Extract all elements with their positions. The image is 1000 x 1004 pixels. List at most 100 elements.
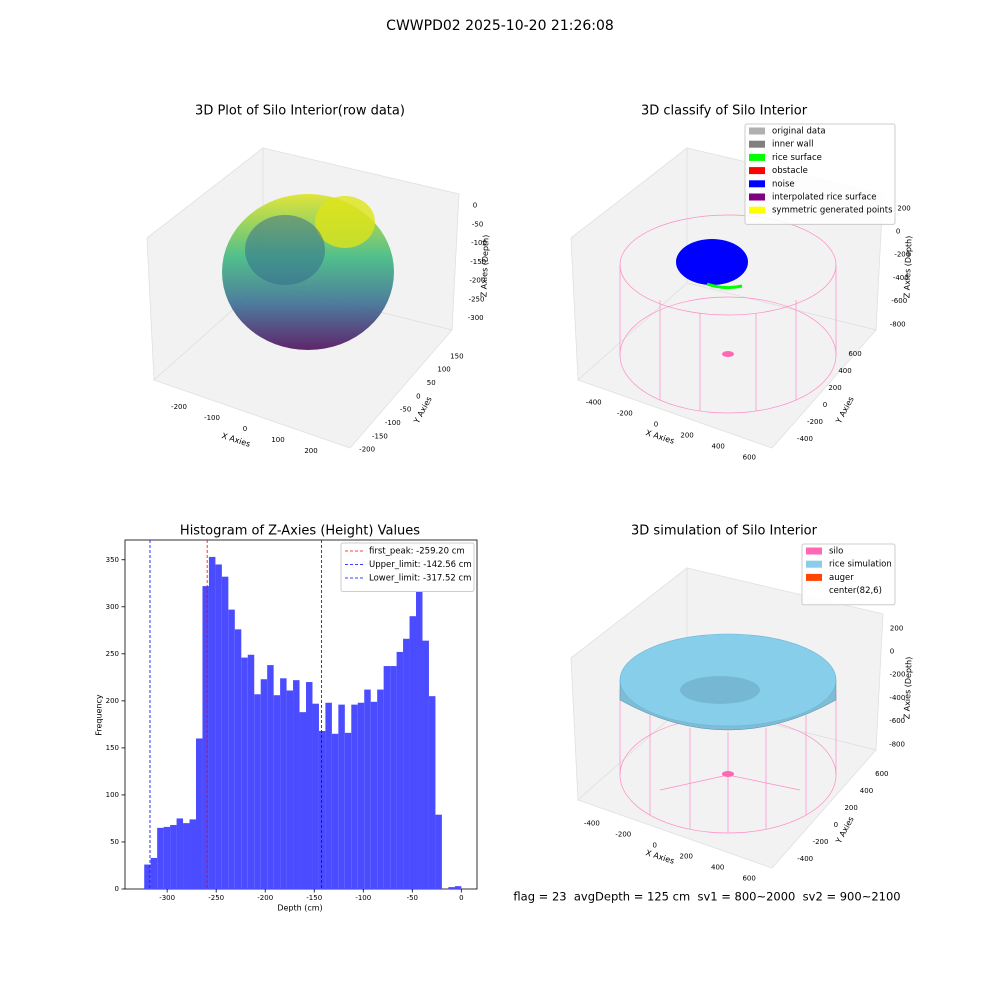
figure-title: CWWPD02 2025-10-20 21:26:08 [386, 18, 614, 34]
y-tick-label: 150 [450, 352, 463, 360]
x-tick-label: 0 [653, 842, 657, 850]
x-tick-label: -250 [208, 894, 224, 902]
bar [416, 580, 423, 889]
x-tick-label: -400 [584, 820, 600, 828]
z-tick-label: 0 [896, 228, 900, 236]
y-tick-label: 200 [828, 384, 841, 392]
legend-swatch [749, 180, 765, 188]
bar [344, 732, 352, 889]
y-tick-label: 400 [860, 787, 873, 795]
bar [241, 657, 248, 889]
bar [390, 666, 397, 889]
y-axis-label: Y Axies [834, 815, 856, 846]
bar [260, 679, 268, 889]
y-tick-label: 200 [844, 804, 857, 812]
y-tick-label: -400 [797, 435, 813, 443]
legend-swatch [806, 547, 822, 555]
legend-label: Upper_limit: -142.56 cm [369, 560, 472, 570]
legend-label: Lower_limit: -317.52 cm [369, 574, 471, 584]
silo-wireframe [619, 214, 837, 414]
bar [202, 586, 209, 889]
bar [377, 689, 384, 889]
x-tick-label: -150 [306, 894, 322, 902]
x-tick-label: 200 [680, 852, 693, 860]
z-tick-label: -400 [893, 274, 909, 282]
x-tick-label: 100 [271, 436, 284, 444]
y-tick-label: -200 [359, 446, 375, 454]
x-tick-label: -200 [617, 410, 633, 418]
x-tick-label: 400 [712, 442, 725, 450]
z-tick-label: -800 [889, 740, 905, 748]
axes-title: 3D classify of Silo Interior [641, 104, 808, 119]
y-tick-label: 0 [823, 401, 827, 409]
x-axis-label: X Axies [221, 431, 252, 449]
bar [422, 640, 429, 889]
x-tick-label: 0 [459, 894, 463, 902]
footer-text: flag = 23 avgDepth = 125 cm sv1 = 800~20… [513, 890, 900, 904]
bar [157, 827, 164, 889]
y-tick-label: -150 [372, 432, 388, 440]
bar [306, 682, 313, 889]
y-tick-label: 150 [106, 744, 119, 752]
x-tick-label: -400 [586, 399, 602, 407]
z-tick-label: 0 [473, 202, 477, 210]
bar [428, 696, 436, 889]
bar [280, 678, 287, 889]
legend-box [744, 123, 896, 225]
bar [370, 701, 378, 889]
x-axis-label: X Axies [645, 428, 676, 446]
y-tick-label: 0 [115, 885, 119, 893]
bar [163, 826, 171, 889]
x-axis-label: X Axies [645, 848, 676, 866]
legend-label: symmetric generated points [772, 206, 893, 216]
z-axis-label: Z Axies (Depth) [479, 235, 490, 298]
y-tick-label: 400 [838, 367, 851, 375]
bar [195, 738, 203, 889]
z-tick-label: -200 [469, 277, 485, 285]
y-tick-label: 200 [106, 697, 119, 705]
bar [189, 819, 196, 889]
z-tick-label: -50 [472, 220, 483, 228]
legend-label: rice surface [772, 153, 822, 163]
axes-title: 3D Plot of Silo Interior(row data) [195, 104, 405, 119]
silo-simulation [619, 633, 837, 834]
bar [338, 704, 345, 889]
z-tick-label: -150 [470, 258, 486, 266]
bar [254, 694, 261, 889]
x-tick-label: -100 [355, 894, 371, 902]
y-tick-label: -200 [807, 418, 823, 426]
legend-swatch [806, 573, 822, 581]
x-tick-label: 200 [304, 447, 317, 455]
x-tick-label: -300 [159, 894, 175, 902]
z-tick-label: 200 [890, 624, 903, 632]
y-axis-label: Y Axies [834, 395, 856, 426]
histogram: -300 -250 -200 -150 -100 -50 0 0 50 100 150 200 250 3… [106, 540, 475, 902]
bar [403, 638, 410, 889]
bar [325, 702, 332, 889]
z-tick-label: -800 [890, 320, 906, 328]
x-tick-label: -50 [407, 894, 418, 902]
x-tick-label: 400 [711, 863, 724, 871]
bar [286, 690, 294, 889]
x-tick-label: -200 [171, 403, 187, 411]
y-tick-label: -100 [385, 419, 401, 427]
x-tick-label: 600 [742, 874, 755, 882]
bar [208, 556, 216, 889]
y-tick-label: -50 [400, 406, 411, 414]
bar [331, 733, 339, 889]
y-axis-label: Y Axies [412, 395, 434, 426]
x-tick-label: -100 [204, 414, 220, 422]
legend-box [801, 543, 896, 606]
z-axis-label: Z Axies (Depth) [902, 236, 913, 299]
y-tick-label: 350 [106, 556, 119, 564]
legend-box [340, 542, 475, 592]
bar [221, 576, 229, 889]
bar [351, 704, 358, 889]
bar [409, 616, 417, 889]
y-tick-label: 600 [875, 770, 888, 778]
bar [215, 564, 222, 889]
z-tick-label: -200 [894, 251, 910, 259]
legend-label: center(82,6) [829, 586, 882, 596]
bar [150, 857, 158, 889]
bar [247, 654, 255, 889]
